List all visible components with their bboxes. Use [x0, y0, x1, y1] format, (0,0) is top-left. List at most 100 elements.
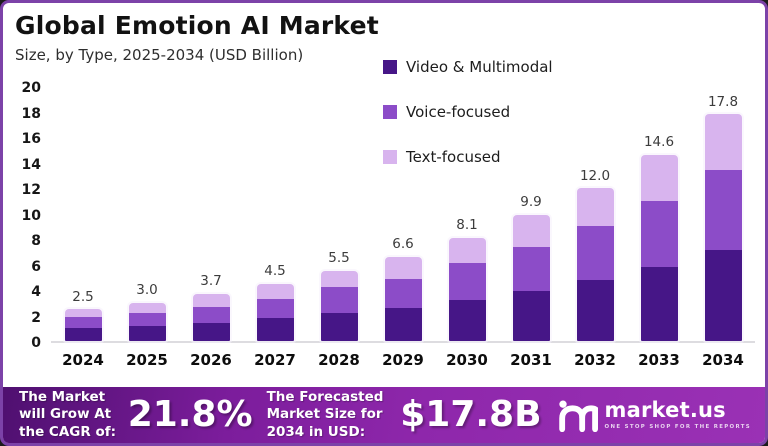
x-tick-label: 2033 [638, 351, 680, 369]
bar-segment-text-focused [256, 283, 294, 299]
bar-segment-text-focused [704, 114, 742, 171]
legend-label: Text-focused [406, 148, 501, 166]
legend-item-text-focused: Text-focused [383, 148, 553, 166]
bar-segment-text-focused [512, 214, 550, 247]
bar-total-label: 17.8 [707, 93, 739, 110]
x-tick-label: 2026 [190, 351, 232, 369]
bar-total-label: 8.1 [456, 217, 478, 234]
bar-segment-text-focused [384, 256, 422, 279]
stacked-bar-chart: 0 2 4 6 8 10 12 14 16 18 20 2.5 3.0 3.7 4.5 5.5 6.6 8.1 9… [3, 81, 765, 373]
bar-segment-video-multimodal [320, 312, 358, 341]
bar-group-2030: 8.1 [435, 88, 499, 341]
marketus-logo-icon [558, 400, 598, 432]
legend-swatch [383, 105, 397, 119]
bar-segment-video-multimodal [192, 323, 230, 341]
bar-group-2034: 17.8 [691, 88, 755, 341]
bar-group-2024: 2.5 [51, 88, 115, 341]
bar-total-label: 12.0 [579, 167, 611, 184]
y-tick-label: 2 [31, 309, 41, 326]
bar-segment-text-focused [576, 188, 614, 227]
bar-group-2025: 3.0 [115, 88, 179, 341]
bar-stack [256, 283, 294, 341]
x-tick-label: 2028 [318, 351, 360, 369]
bar-stack [512, 214, 550, 341]
y-tick-label: 8 [31, 233, 41, 249]
bar-group-2026: 3.7 [179, 88, 243, 341]
bar-total-label: 2.5 [72, 288, 94, 305]
bar-stack [640, 154, 678, 341]
legend-item-voice-focused: Voice-focused [383, 103, 553, 121]
bar-group-2031: 9.9 [499, 88, 563, 341]
y-tick-label: 16 [21, 131, 41, 147]
y-tick-label: 18 [21, 105, 41, 122]
bar-total-label: 3.7 [200, 273, 222, 290]
x-tick-label: 2031 [510, 351, 552, 369]
bar-segment-voice-focused [384, 278, 422, 308]
y-tick-label: 10 [21, 207, 41, 224]
x-tick-label: 2034 [702, 351, 744, 369]
cagr-label: The Market will Grow At the CAGR of: [19, 388, 116, 440]
bar-stack [448, 237, 486, 341]
bar-segment-video-multimodal [576, 279, 614, 341]
bar-segment-voice-focused [704, 170, 742, 251]
y-tick-label: 12 [21, 182, 41, 198]
logo-tagline: ONE STOP SHOP FOR THE REPORTS [604, 424, 751, 430]
bar-stack [64, 309, 102, 341]
legend-swatch [383, 60, 397, 74]
bar-segment-voice-focused [512, 246, 550, 292]
bar-segment-voice-focused [128, 312, 166, 326]
marketus-logo: market.us ONE STOP SHOP FOR THE REPORTS [558, 398, 751, 432]
bar-segment-voice-focused [448, 263, 486, 301]
y-tick-label: 4 [31, 284, 41, 300]
x-tick-label: 2032 [574, 351, 616, 369]
bar-segment-video-multimodal [512, 291, 550, 341]
bar-stack [128, 302, 166, 341]
bar-group-2027: 4.5 [243, 88, 307, 341]
y-axis: 0 2 4 6 8 10 12 14 16 18 20 [3, 81, 51, 350]
bar-total-label: 5.5 [328, 250, 350, 267]
x-axis: 2024 2025 2026 2027 2028 2029 2030 2031 2032 2033… [51, 351, 755, 369]
bar-total-label: 6.6 [392, 236, 414, 253]
page-title: Global Emotion AI Market [15, 11, 379, 40]
bottom-banner: The Market will Grow At the CAGR of: 21.… [3, 387, 765, 443]
bar-segment-text-focused [64, 309, 102, 317]
bar-stack [192, 293, 230, 341]
legend-item-video-multimodal: Video & Multimodal [383, 58, 553, 76]
bar-group-2029: 6.6 [371, 88, 435, 341]
bar-segment-text-focused [640, 154, 678, 201]
header: Global Emotion AI Market Size, by Type, … [15, 11, 379, 64]
bar-total-label: 3.0 [136, 282, 158, 299]
logo-text-column: market.us ONE STOP SHOP FOR THE REPORTS [604, 398, 751, 431]
plot-area: 2.5 3.0 3.7 4.5 5.5 6.6 8.1 9.9 12.0 14.6 17.8 [51, 88, 755, 343]
bar-stack [704, 114, 742, 341]
chart-legend: Video & Multimodal Voice-focused Text-focu… [383, 58, 553, 166]
y-tick-label: 0 [31, 335, 41, 351]
bar-group-2028: 5.5 [307, 88, 371, 341]
x-tick-label: 2024 [62, 351, 104, 369]
x-tick-label: 2029 [382, 351, 424, 369]
bar-segment-voice-focused [576, 226, 614, 280]
bar-segment-voice-focused [640, 200, 678, 268]
bar-stack [576, 188, 614, 341]
x-tick-label: 2025 [126, 351, 168, 369]
bar-segment-voice-focused [64, 316, 102, 329]
bar-segment-voice-focused [192, 306, 230, 324]
bar-group-2032: 12.0 [563, 88, 627, 341]
bar-segment-video-multimodal [384, 307, 422, 341]
legend-label: Voice-focused [406, 103, 511, 121]
bar-segment-text-focused [320, 270, 358, 288]
market-size-value: $17.8B [400, 394, 542, 435]
bar-segment-video-multimodal [256, 318, 294, 341]
bar-segment-video-multimodal [448, 300, 486, 341]
legend-swatch [383, 150, 397, 164]
bar-segment-text-focused [448, 237, 486, 264]
bar-segment-voice-focused [256, 298, 294, 319]
logo-text: market.us [604, 398, 726, 422]
bar-segment-video-multimodal [704, 250, 742, 341]
bar-total-label: 4.5 [264, 263, 286, 280]
bar-segment-text-focused [128, 302, 166, 313]
x-tick-label: 2027 [254, 351, 296, 369]
cagr-value: 21.8% [127, 394, 253, 435]
bar-segment-voice-focused [320, 287, 358, 313]
bar-segment-text-focused [192, 293, 230, 307]
